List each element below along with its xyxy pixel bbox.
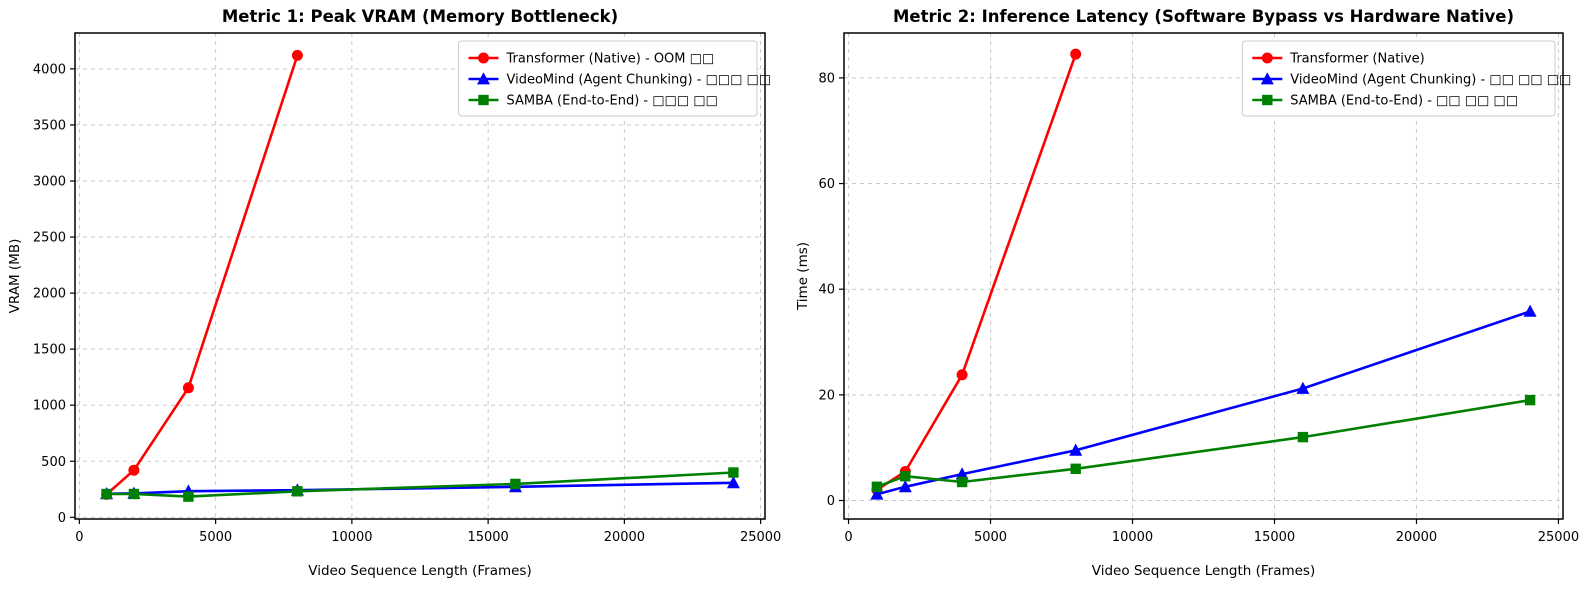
marker-triangle (726, 476, 740, 489)
legend-label: Transformer (Native) (1289, 52, 1424, 67)
marker-triangle (1260, 72, 1274, 85)
axes-spines (74, 32, 766, 520)
marker-triangle (1523, 304, 1537, 317)
marker-triangle (898, 480, 912, 493)
marker-square (478, 94, 489, 106)
legend: Transformer (Native) - OOM □□ VideoMind (… (458, 40, 772, 117)
y-tick-label: 3000 (33, 174, 66, 189)
x-tick-label: 15000 (467, 530, 508, 545)
y-axis-label: Time (ms) (795, 242, 811, 311)
y-tick-label: 80 (818, 71, 835, 86)
marker-circle (291, 49, 303, 61)
series-line (105, 54, 299, 496)
x-tick-label: 0 (75, 530, 83, 545)
y-tick-label: 20 (818, 388, 835, 403)
x-tick-label: 10000 (1112, 530, 1153, 545)
x-axis: 0 5000 10000 15000 20000 25000 (844, 519, 1579, 545)
legend-box (1241, 40, 1556, 117)
marker-triangle (870, 487, 884, 500)
x-tick-label: 20000 (1396, 530, 1437, 545)
series-line (875, 310, 1532, 496)
marker-square (728, 467, 739, 478)
y-tick-label: 1500 (33, 343, 66, 358)
x-tick-label: 10000 (331, 530, 372, 545)
marker-circle (478, 52, 489, 64)
y-tick-label: 0 (827, 494, 835, 509)
legend-label: Transformer (Native) - OOM □□ (506, 52, 715, 67)
legend-label: SAMBA (End-to-End) - □□□ □□ (507, 94, 718, 109)
marker-triangle (477, 72, 490, 85)
legend-label: VideoMind (Agent Chunking) - □□ □□ □□ (1290, 73, 1571, 88)
y-axis: 0 20 40 60 80 (818, 71, 844, 509)
marker-circle (1070, 48, 1082, 60)
marker-circle (182, 382, 194, 394)
marker-square (292, 486, 303, 497)
y-axis-label: VRAM (MB) (7, 239, 23, 314)
y-tick-label: 0 (58, 511, 66, 526)
y-axis: 0 500 1000 1500 2000 2500 3000 3500 4000 (33, 62, 75, 526)
y-tick-label: 500 (41, 455, 66, 470)
x-tick-label: 20000 (604, 530, 645, 545)
marker-square (1524, 394, 1536, 406)
legend-label: SAMBA (End-to-End) - □□ □□ □□ (1290, 94, 1518, 109)
y-tick-label: 3500 (33, 118, 66, 133)
x-axis-label: Video Sequence Length (Frames) (1092, 563, 1315, 579)
legend-box (458, 40, 758, 117)
marker-circle (128, 464, 140, 476)
y-tick-label: 4000 (33, 62, 66, 77)
x-tick-label: 5000 (974, 530, 1007, 545)
marker-square (101, 488, 112, 500)
marker-square (1070, 463, 1081, 474)
marker-triangle (1296, 381, 1310, 394)
x-tick-label: 25000 (740, 530, 781, 545)
marker-triangle (955, 467, 969, 480)
series-2 (101, 467, 739, 502)
series-2 (871, 394, 1536, 492)
marker-circle (956, 369, 968, 381)
marker-square (1262, 94, 1273, 106)
y-tick-label: 2000 (33, 287, 66, 302)
y-tick-label: 2500 (33, 231, 66, 246)
axes-spines (843, 32, 1564, 520)
chart-inference-latency: 0 5000 10000 15000 20000 25000 0 20 40 60 80 Metric… (795, 7, 1579, 579)
y-tick-label: 40 (818, 283, 835, 298)
x-axis: 0 5000 10000 15000 20000 25000 (75, 519, 781, 545)
marker-square (183, 491, 194, 502)
x-tick-label: 5000 (199, 530, 232, 545)
x-tick-label: 15000 (1254, 530, 1295, 545)
marker-square (510, 478, 521, 490)
chart-title: Metric 2: Inference Latency (Software By… (893, 7, 1514, 26)
x-axis-label: Video Sequence Length (Frames) (308, 563, 531, 579)
x-tick-label: 0 (844, 530, 852, 545)
y-tick-label: 1000 (33, 399, 66, 414)
marker-circle (1261, 52, 1273, 64)
marker-square (128, 488, 140, 500)
chart-peak-vram: 0 5000 10000 15000 20000 25000 0 500 1000 1500 200… (7, 7, 781, 579)
marker-square (1297, 431, 1309, 443)
series-1 (870, 304, 1537, 500)
marker-square (900, 471, 911, 482)
x-tick-label: 25000 (1538, 530, 1579, 545)
chart-title: Metric 1: Peak VRAM (Memory Bottleneck) (222, 7, 618, 26)
legend: Transformer (Native) VideoMind (Agent Chu… (1241, 40, 1571, 117)
y-tick-label: 60 (818, 177, 835, 192)
legend-label: VideoMind (Agent Chunking) - □□□ □□ (507, 73, 772, 88)
marker-square (871, 481, 883, 492)
marker-square (956, 476, 968, 488)
marker-triangle (1069, 443, 1083, 456)
